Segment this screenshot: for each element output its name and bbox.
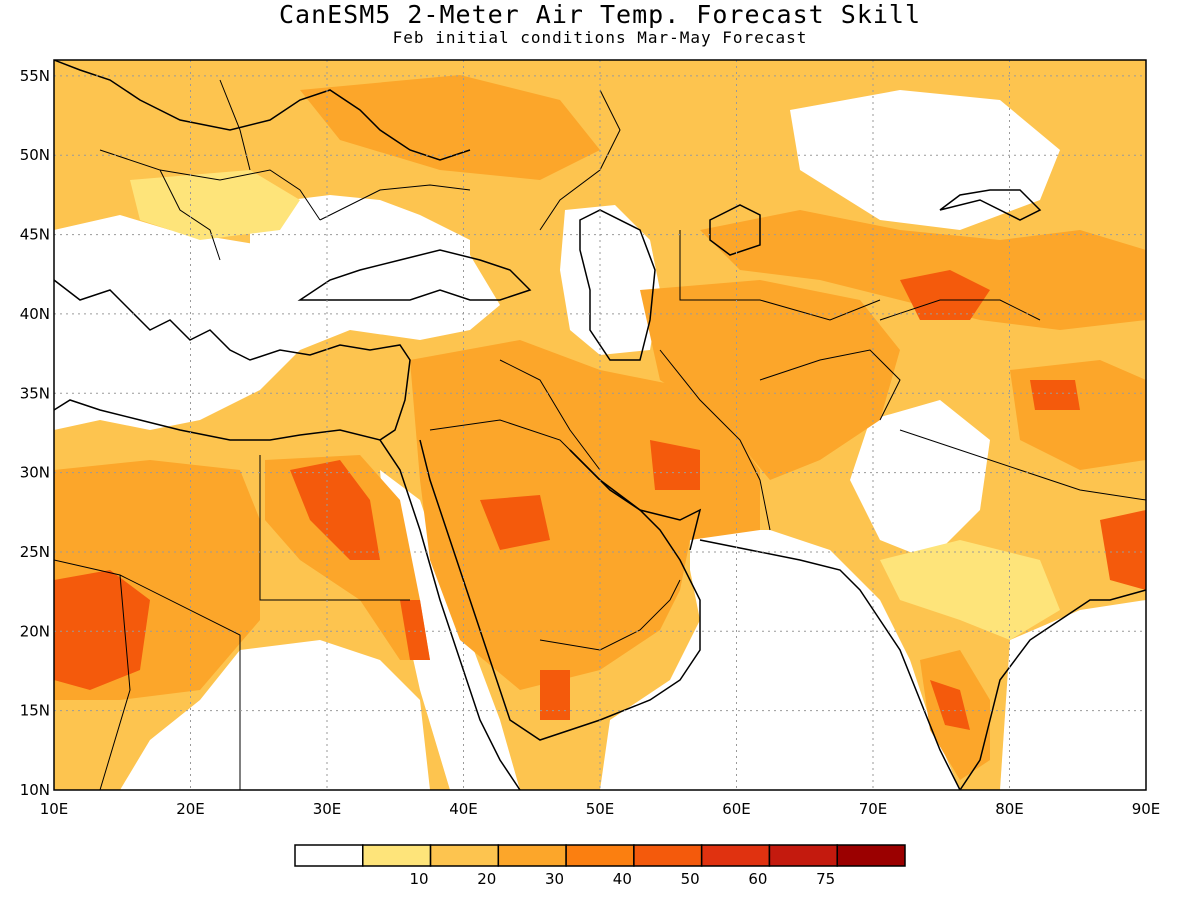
country-border — [539, 579, 681, 651]
high-skill-hotspot — [540, 670, 570, 720]
longitude-tick-label: 60E — [722, 800, 751, 818]
country-border — [879, 299, 1041, 321]
latitude-tick-label: 50N — [20, 146, 50, 164]
latitude-tick-label: 20N — [20, 622, 50, 640]
colorbar-swatch — [362, 844, 432, 867]
colorbar-swatch — [700, 844, 771, 867]
colorbar-swatch — [565, 844, 635, 867]
country-border — [159, 169, 321, 221]
latitude-tick-label: 55N — [20, 67, 50, 85]
coastline — [699, 539, 961, 790]
coastline — [379, 439, 521, 790]
orange-area-iran — [640, 280, 900, 480]
latitude-tick-label: 10N — [20, 781, 50, 799]
map-subtitle: Feb initial conditions Mar-May Forecast — [392, 28, 808, 47]
longitude-tick-label: 80E — [995, 800, 1024, 818]
colorbar-swatch — [768, 844, 838, 867]
country-border — [259, 455, 410, 601]
gridlines — [54, 60, 1146, 790]
latitude-tick-label: 35N — [20, 384, 50, 402]
high-skill-hotspot — [480, 495, 550, 550]
coastlines — [54, 60, 1146, 790]
latitude-tick-label: 15N — [20, 702, 50, 720]
high-skill-hotspot — [290, 460, 380, 560]
colorbar-label: 75 — [816, 870, 835, 888]
low-skill-area-africa-south — [120, 640, 430, 790]
longitude-tick-label: 40E — [449, 800, 478, 818]
coastline — [579, 209, 656, 361]
high-skill-hotspot — [1100, 510, 1146, 590]
coastline — [54, 279, 411, 441]
coastline — [54, 60, 471, 161]
country-border — [54, 559, 241, 790]
latitude-tick-label: 25N — [20, 543, 50, 561]
longitude-tick-label: 30E — [313, 800, 342, 818]
country-border — [899, 429, 1146, 501]
country-border — [99, 149, 221, 261]
low-skill-area-north-central — [790, 90, 1060, 230]
country-border — [319, 184, 471, 221]
high-skill-hotspot — [650, 440, 700, 490]
latitude-labels: 10N 15N 20N 25N 30N 35N 40N 45N 50N 55N — [20, 67, 50, 799]
latitude-tick-label: 40N — [20, 305, 50, 323]
low-skill-area-black-sea — [250, 195, 470, 300]
plot-frame — [53, 59, 1147, 791]
low-skill-area-india — [850, 400, 990, 560]
colorbar-swatch — [294, 844, 364, 867]
coastline — [939, 189, 1042, 221]
colorbar-swatch — [836, 844, 906, 867]
longitude-tick-label: 50E — [586, 800, 615, 818]
orange-area-north — [300, 75, 600, 180]
coastline — [959, 589, 1146, 790]
colorbar-label: 40 — [613, 870, 632, 888]
colorbar: 10 20 30 40 50 60 75 — [294, 844, 906, 888]
low-skill-area-caspian — [560, 205, 660, 355]
high-skill-hotspot — [400, 600, 430, 660]
country-border — [429, 419, 591, 471]
colorbar-label: 30 — [545, 870, 564, 888]
high-skill-hotspot — [900, 270, 990, 320]
low-skill-area-bay-of-bengal — [1000, 600, 1146, 790]
colorbar-swatch — [497, 844, 567, 867]
country-border — [99, 574, 131, 790]
orange-area-arabia — [410, 340, 760, 690]
longitude-labels: 10E 20E 30E 40E 50E 60E 70E 80E 90E — [40, 800, 1161, 818]
longitude-tick-label: 70E — [859, 800, 888, 818]
country-borders — [54, 79, 1146, 790]
country-border — [679, 230, 881, 321]
coastline — [297, 249, 532, 301]
map-title: CanESM5 2-Meter Air Temp. Forecast Skill — [278, 0, 922, 29]
country-border — [759, 349, 901, 421]
country-border — [499, 359, 601, 471]
colorbar-label: 60 — [748, 870, 767, 888]
coastline — [569, 449, 702, 551]
colorbar-swatch — [633, 844, 703, 867]
high-skill-hotspot — [1030, 380, 1080, 410]
high-skill-hotspot — [54, 570, 150, 690]
colorbar-label: 50 — [681, 870, 700, 888]
light-yellow-area — [130, 170, 300, 240]
colorbar-label: 20 — [477, 870, 496, 888]
longitude-tick-label: 10E — [40, 800, 69, 818]
low-skill-area-arabian-sea — [600, 530, 960, 790]
orange-area-central-asia — [700, 210, 1146, 330]
light-yellow-area — [880, 540, 1060, 640]
country-border — [659, 349, 771, 531]
colorbar-label: 10 — [409, 870, 428, 888]
longitude-tick-label: 90E — [1132, 800, 1161, 818]
latitude-tick-label: 45N — [20, 226, 50, 244]
coastline — [709, 204, 761, 256]
longitude-tick-label: 20E — [176, 800, 205, 818]
colorbar-swatch — [429, 844, 500, 867]
latitude-tick-label: 30N — [20, 464, 50, 482]
high-skill-hotspot — [930, 680, 970, 730]
country-border — [219, 79, 251, 171]
